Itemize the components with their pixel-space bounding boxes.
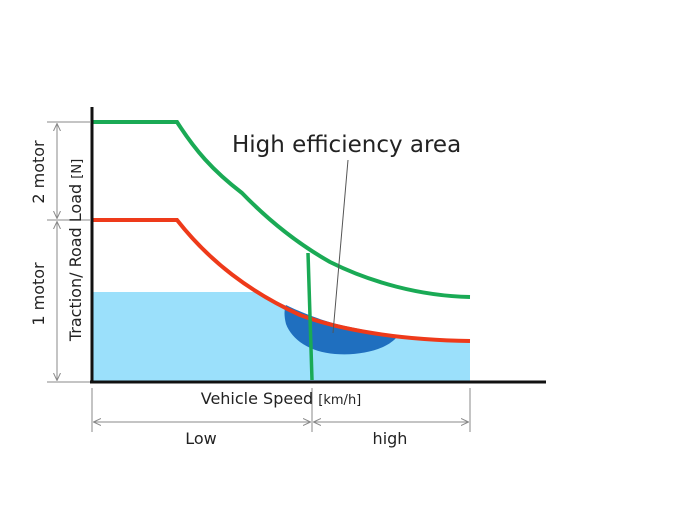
high-speed-label: high	[373, 429, 408, 448]
one-motor-traction-curve	[92, 218, 471, 343]
x-axis-label: Vehicle Speed [km/h]	[201, 389, 362, 408]
two-motor-traction-curve	[92, 120, 471, 299]
x-axis-title: Vehicle Speed	[201, 389, 313, 408]
one-motor-label: 1 motor	[29, 262, 48, 326]
y-axis-title: Traction/ Road Load	[66, 184, 85, 342]
y-axis-unit: [N]	[70, 159, 85, 179]
y-axis-label: Traction/ Road Load [N]	[66, 159, 85, 342]
high-efficiency-label: High efficiency area	[232, 132, 461, 158]
x-axis-unit: [km/h]	[318, 393, 361, 408]
motor-range-dimensions	[47, 121, 90, 383]
speed-range-dimensions	[91, 388, 471, 432]
road-load-area	[92, 292, 470, 382]
low-speed-label: Low	[185, 429, 217, 448]
two-motor-label: 2 motor	[29, 140, 48, 204]
speed-boundary-line	[306, 252, 314, 381]
annotation-leader-line	[332, 159, 349, 334]
